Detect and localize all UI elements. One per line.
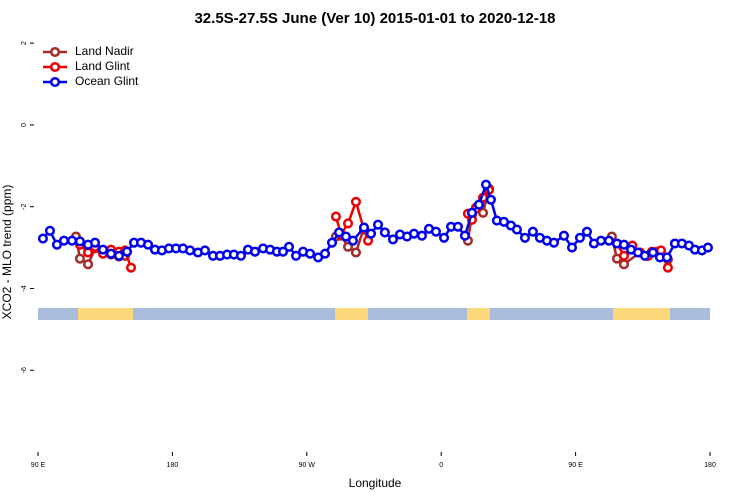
point xyxy=(702,242,713,253)
legend-marker xyxy=(49,46,61,58)
point xyxy=(278,246,289,257)
point xyxy=(647,247,659,258)
point xyxy=(480,179,492,190)
y-axis-label: XCO2 - MLO trend (ppm) xyxy=(0,185,14,320)
x-tick-label: 180 xyxy=(167,462,179,469)
point xyxy=(618,259,630,270)
point xyxy=(330,211,341,222)
point xyxy=(305,248,316,259)
point xyxy=(639,250,650,261)
point xyxy=(416,230,427,241)
point xyxy=(408,228,420,239)
land-band xyxy=(613,308,670,320)
x-tick-label: 90 E xyxy=(568,462,583,469)
point xyxy=(558,230,570,241)
x-axis-label: Longitude xyxy=(349,476,402,490)
point xyxy=(519,232,531,243)
point xyxy=(574,232,585,243)
legend-marker xyxy=(49,61,61,73)
land-band xyxy=(335,308,368,320)
point xyxy=(143,239,154,250)
point xyxy=(51,239,63,250)
x-tick-label: 90 E xyxy=(31,462,46,469)
point xyxy=(44,225,55,236)
y-tick-label: -6 xyxy=(21,367,28,373)
point xyxy=(662,262,673,273)
point xyxy=(350,196,361,207)
point xyxy=(452,221,463,232)
legend-label: Land Glint xyxy=(75,59,130,73)
point xyxy=(603,235,614,246)
point xyxy=(249,246,261,257)
point xyxy=(283,241,295,252)
ocean-band xyxy=(38,308,710,320)
point xyxy=(466,207,478,218)
point xyxy=(350,247,361,258)
point xyxy=(347,235,358,246)
point xyxy=(342,218,354,229)
legend-label: Ocean Glint xyxy=(75,74,139,88)
legend-marker xyxy=(49,76,61,88)
point xyxy=(121,246,133,257)
point xyxy=(82,247,94,258)
point xyxy=(548,237,559,248)
land-band xyxy=(78,308,133,320)
legend-label: Land Nadir xyxy=(75,44,134,58)
point xyxy=(82,259,94,270)
chart-title: 32.5S-27.5S June (Ver 10) 2015-01-01 to … xyxy=(194,10,555,27)
point xyxy=(358,222,370,233)
point xyxy=(125,262,137,273)
point xyxy=(438,232,450,243)
point xyxy=(459,230,470,241)
point xyxy=(326,237,338,248)
point xyxy=(184,245,196,256)
point xyxy=(473,199,485,210)
point xyxy=(595,235,607,246)
point xyxy=(74,236,86,247)
point xyxy=(511,224,522,235)
y-tick-label: -4 xyxy=(21,285,28,291)
point xyxy=(290,250,302,261)
point xyxy=(430,226,442,237)
y-tick-label: 2 xyxy=(21,41,28,45)
surface-strip xyxy=(38,308,710,320)
point xyxy=(581,226,592,237)
point xyxy=(527,226,538,237)
point xyxy=(66,235,78,246)
point xyxy=(89,237,101,248)
point xyxy=(618,250,630,261)
point xyxy=(37,233,48,244)
point xyxy=(58,235,70,246)
point xyxy=(485,194,496,205)
point xyxy=(566,242,578,253)
point xyxy=(113,250,124,261)
point xyxy=(235,250,246,261)
point xyxy=(661,252,673,263)
point xyxy=(340,231,351,242)
point xyxy=(105,248,117,259)
y-tick-label: 0 xyxy=(21,123,28,127)
point xyxy=(319,248,331,259)
y-tick-label: -2 xyxy=(21,203,28,209)
point xyxy=(618,239,630,250)
point xyxy=(477,207,489,218)
point xyxy=(334,227,345,238)
land-band xyxy=(467,308,490,320)
x-tick-label: 180 xyxy=(704,462,716,469)
point xyxy=(387,234,399,245)
point xyxy=(74,253,86,264)
point xyxy=(379,227,390,238)
point xyxy=(372,219,384,230)
point xyxy=(342,241,354,252)
point xyxy=(365,228,377,239)
point xyxy=(97,244,109,255)
point xyxy=(199,245,211,256)
x-tick-label: 0 xyxy=(439,462,443,469)
x-tick-label: 90 W xyxy=(299,462,316,469)
